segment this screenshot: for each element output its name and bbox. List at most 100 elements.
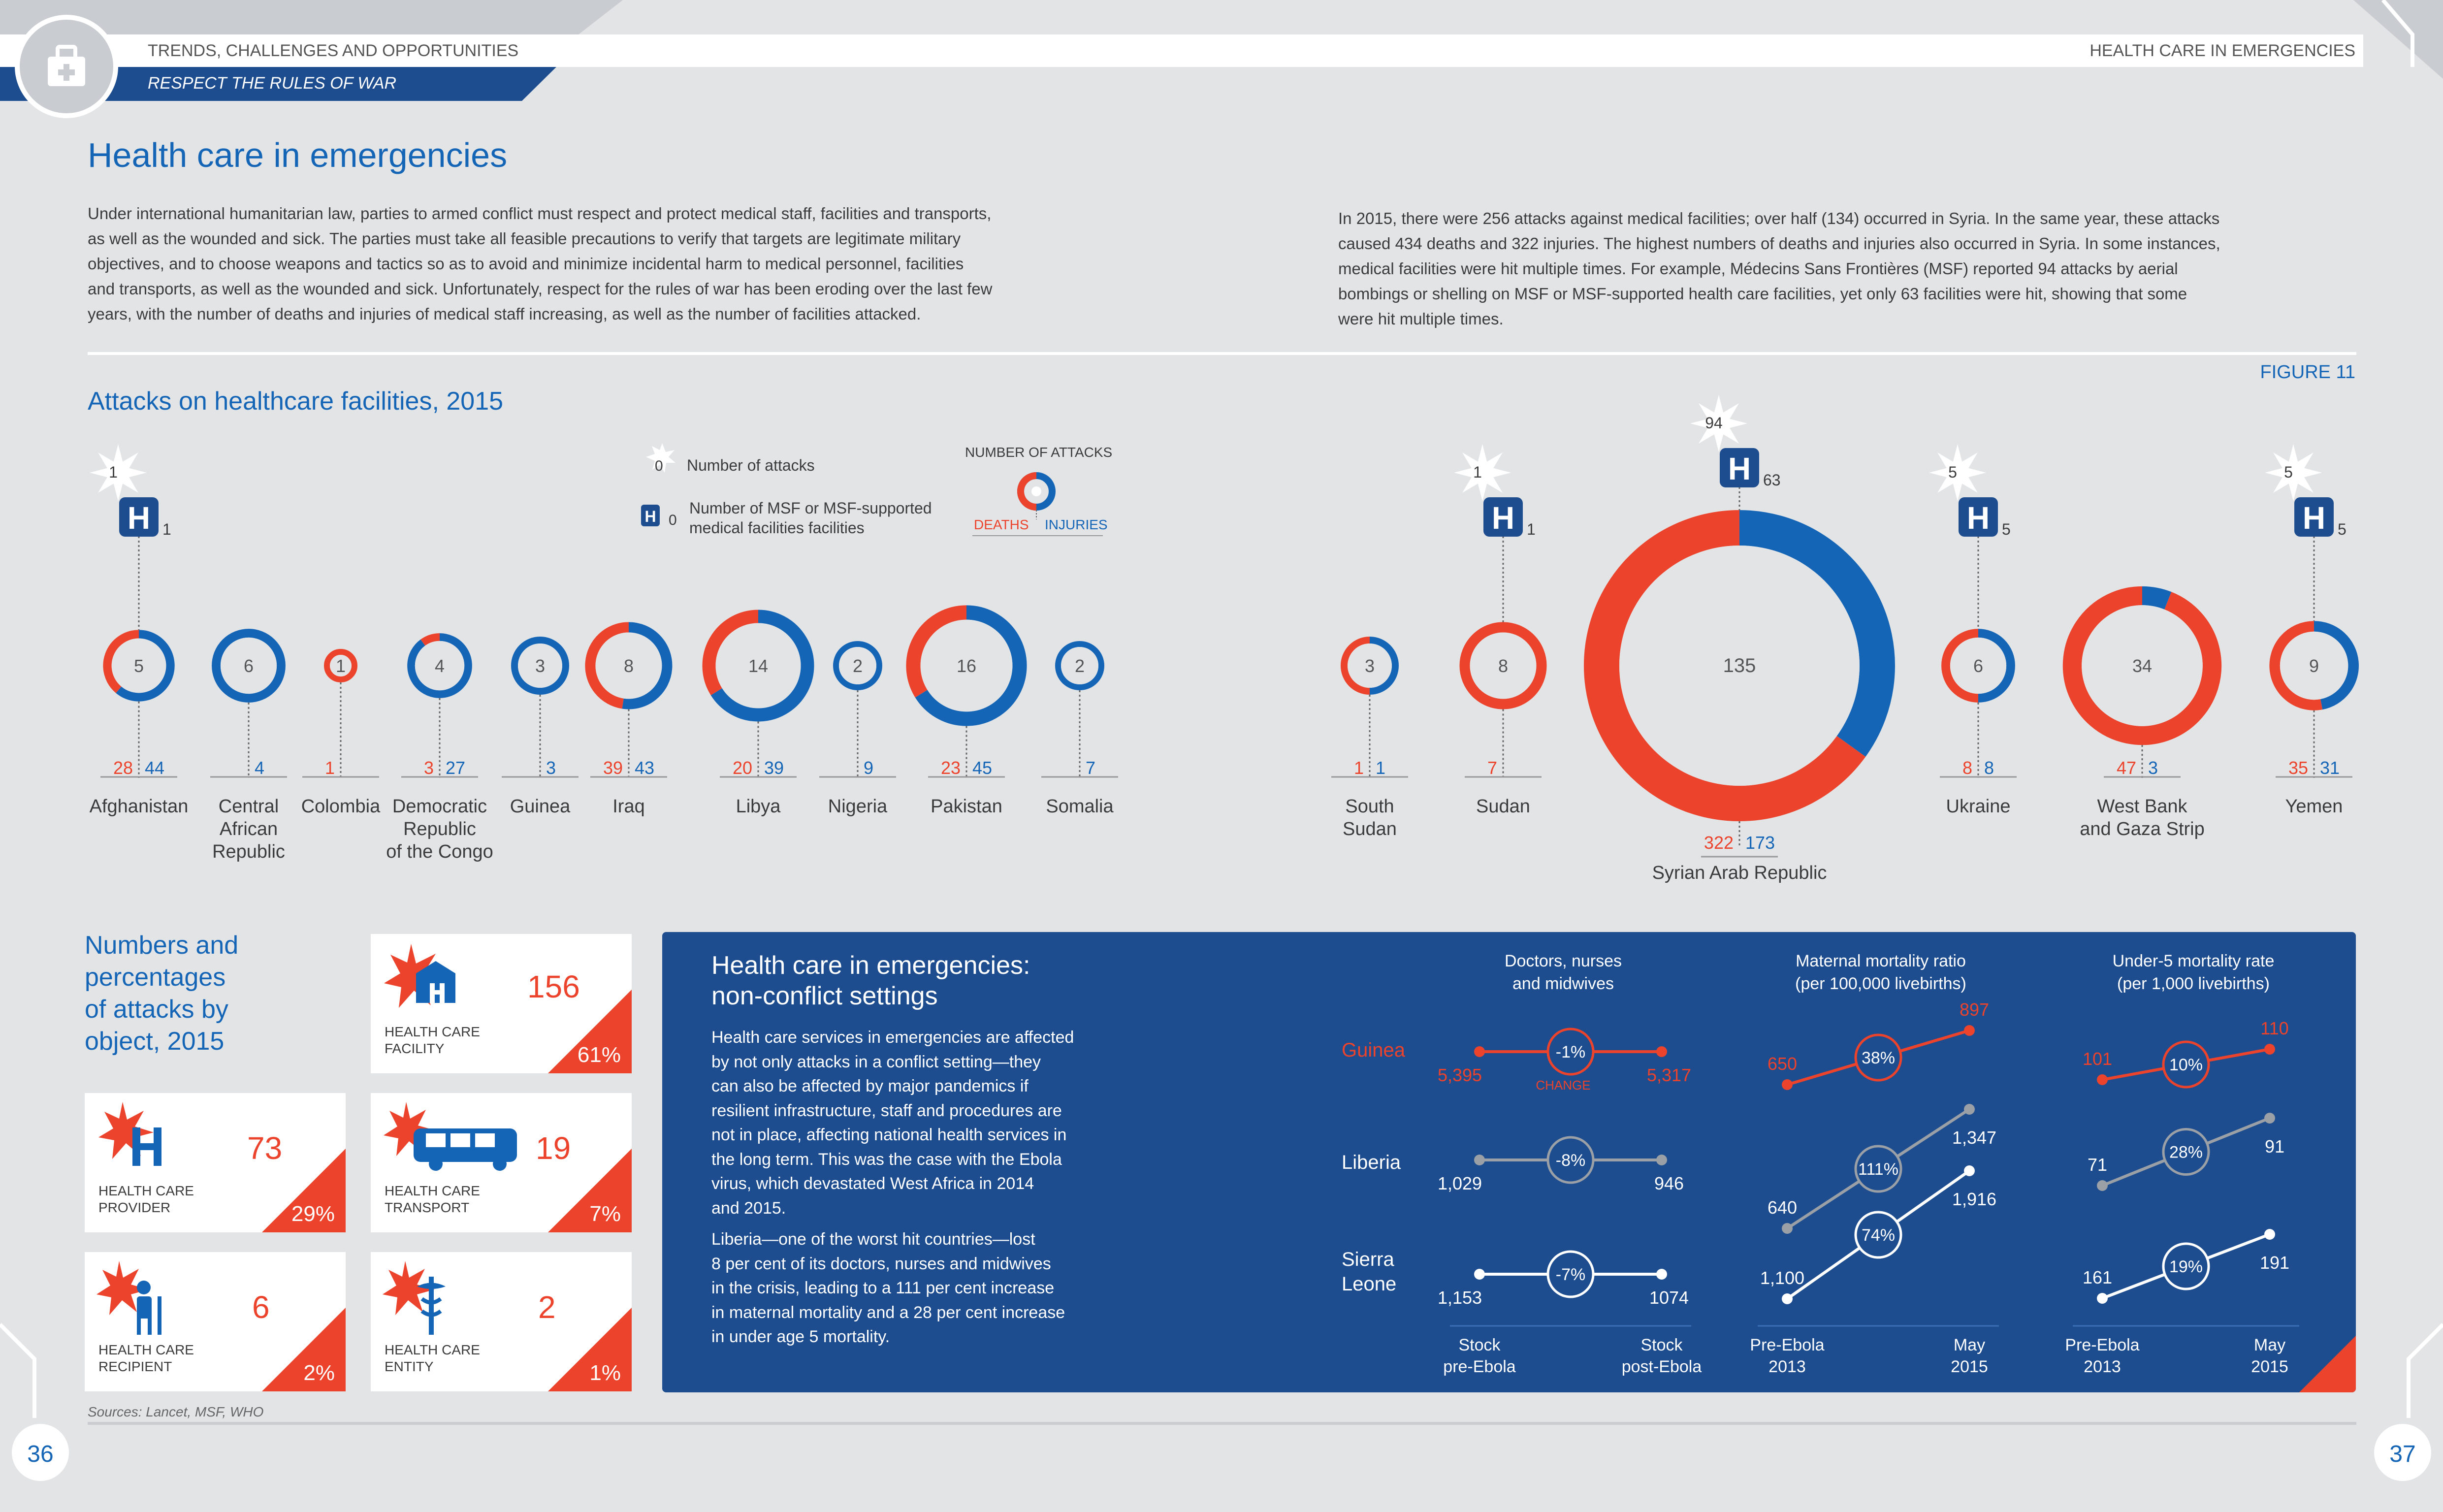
x-axis-label: May — [2254, 1336, 2285, 1354]
msf-facilities-value: 5 — [2338, 520, 2347, 538]
change-badge — [2162, 1040, 2210, 1089]
donut-deaths-arc — [420, 633, 440, 646]
series-point — [1964, 1165, 1975, 1176]
legend-deaths: DEATHS — [974, 517, 1029, 532]
series-point — [2097, 1293, 2108, 1304]
change-value: 10% — [2169, 1056, 2203, 1074]
msf-attacks-value: 1 — [109, 463, 118, 481]
donut-hole — [1061, 647, 1098, 684]
legend-attacks-zero: 0 — [655, 458, 663, 474]
panel-column-title: Doctors, nurses — [1505, 952, 1622, 970]
hospital-icon — [2294, 497, 2334, 537]
start-value: 1,029 — [1438, 1173, 1482, 1193]
caduceus-attack-icon — [383, 1261, 446, 1335]
hospital-icon — [1483, 497, 1523, 537]
donut-hole — [1348, 643, 1392, 688]
donut-injuries-arc — [212, 629, 286, 703]
series-point — [2264, 1229, 2275, 1240]
burst-icon — [90, 444, 147, 501]
hospital-icon — [119, 497, 159, 537]
legend-msf: Number of MSF or MSF-supported medical fa… — [689, 499, 932, 537]
change-value: -8% — [1556, 1151, 1585, 1170]
country-label: Yemen — [2285, 796, 2343, 817]
series-point — [2097, 1074, 2108, 1085]
donut-deaths-arc — [1340, 636, 1370, 695]
card-pct: 1% — [589, 1361, 621, 1385]
provider-attack-icon — [98, 1102, 161, 1166]
donut-hole — [595, 632, 662, 699]
series-point — [1964, 1025, 1975, 1036]
series-point — [1782, 1223, 1793, 1234]
end-value: 91 — [2265, 1136, 2284, 1157]
msf-attacks-value: 94 — [1705, 414, 1723, 432]
series-point — [2264, 1113, 2275, 1124]
donut-injuries-arc — [116, 630, 175, 702]
msf-attacks-value: 1 — [1473, 463, 1482, 481]
country-label: African — [220, 819, 278, 839]
change-value: 19% — [2169, 1257, 2203, 1276]
donut-injuries-arc — [1369, 636, 1399, 695]
series-point — [1474, 1269, 1485, 1280]
injuries-value: 4 — [255, 758, 264, 778]
objects-title: Numbers and percentages of attacks by objec… — [85, 931, 239, 1056]
country-label: West Bank — [2097, 796, 2187, 817]
start-value: 650 — [1768, 1054, 1797, 1074]
series-point — [1656, 1155, 1667, 1165]
donut-deaths-arc — [585, 622, 629, 709]
legend-msf-zero: 0 — [669, 512, 677, 528]
country-label: Guinea — [510, 796, 571, 817]
change-badge — [1546, 1136, 1595, 1184]
hospital-bag-icon — [48, 45, 85, 86]
deaths-value: 47 — [2117, 758, 2136, 778]
start-value: 5,395 — [1438, 1065, 1482, 1085]
panel-paragraph-1: Health care services in emergencies are … — [711, 1028, 1074, 1218]
attack-count: 2 — [853, 656, 863, 676]
donut-injuries-arc — [511, 636, 570, 695]
change-badge — [1854, 1145, 1902, 1193]
injuries-value: 1 — [1376, 758, 1385, 778]
attack-count: 16 — [957, 656, 976, 676]
card-caption: HEALTH CARE PROVIDER — [98, 1183, 194, 1215]
non-conflict-panel: Health care in emergencies: non-conflict… — [662, 932, 2356, 1392]
donut-deaths-arc — [906, 605, 967, 698]
change-badge — [1546, 1028, 1595, 1076]
card-health-care-recipient: 6 HEALTH CARE RECIPIENT 2% — [85, 1252, 346, 1391]
injuries-value: 8 — [1984, 758, 1994, 778]
panel-column-title: Maternal mortality ratio — [1796, 952, 1966, 970]
donut-hole — [1950, 637, 2007, 694]
msf-facilities-value: 1 — [162, 520, 171, 538]
injuries-value: 173 — [1745, 833, 1775, 853]
hospital-h: H — [1967, 500, 1990, 536]
deaths-value: 20 — [733, 758, 752, 778]
series-point — [2264, 1044, 2275, 1055]
card-health-care-entity: 2 HEALTH CARE ENTITY 1% — [371, 1252, 632, 1391]
header-decoration — [0, 0, 2443, 118]
donut-deaths-arc — [2062, 586, 2222, 745]
change-badge — [1854, 1033, 1902, 1082]
injuries-value: 31 — [2320, 758, 2340, 778]
attack-count: 3 — [1365, 656, 1375, 676]
card-health-care-facility: 156 HEALTH CARE FACILITY 61% — [371, 934, 632, 1073]
chart-title: Attacks on healthcare facilities, 2015 — [88, 387, 504, 416]
card-caption: HEALTH CARE ENTITY — [385, 1342, 480, 1374]
donut-injuries-arc — [1739, 510, 1895, 757]
page-number-right: 37 — [2389, 1441, 2416, 1467]
donut-injuries-arc — [1055, 641, 1104, 690]
donut-injuries-arc — [2314, 621, 2359, 710]
end-value: 1,916 — [1952, 1189, 1996, 1209]
end-value: 110 — [2260, 1018, 2288, 1038]
legend-attacks: Number of attacks — [687, 456, 815, 474]
deaths-value: 28 — [113, 758, 133, 778]
legend-graphics: H — [641, 443, 1103, 536]
deaths-value: 23 — [941, 758, 961, 778]
panel-paragraph-2: Liberia—one of the worst hit countries—l… — [711, 1230, 1065, 1346]
header-right-title: HEALTH CARE IN EMERGENCIES — [2089, 41, 2355, 60]
msf-attacks-value: 5 — [1948, 463, 1957, 481]
x-axis-label: Pre-Ebola — [1750, 1336, 1824, 1354]
series-point — [1782, 1079, 1793, 1090]
donut-hole — [330, 655, 352, 676]
donut-hole — [111, 638, 166, 693]
donut-injuries-arc — [622, 622, 673, 709]
donut-deaths-arc — [2269, 621, 2323, 710]
row-label-liberia: Liberia — [1342, 1152, 1401, 1173]
